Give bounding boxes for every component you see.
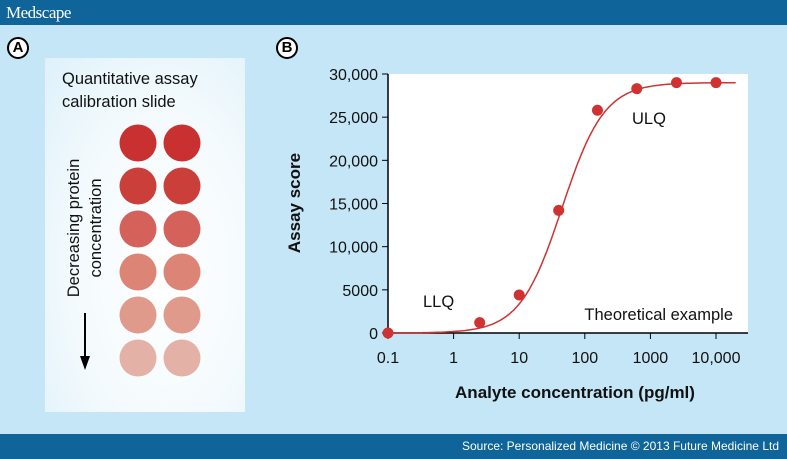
down-arrow-head <box>80 356 90 370</box>
data-point <box>710 77 722 89</box>
y-axis-title: Assay score <box>285 153 304 253</box>
footer-bar: Source: Personalized Medicine © 2013 Fut… <box>0 434 787 459</box>
axis-label-line1: Decreasing protein <box>65 158 83 298</box>
data-point <box>474 317 486 329</box>
y-tick-label: 5000 <box>342 283 378 300</box>
calibration-dot <box>119 253 157 291</box>
calibration-dot <box>119 124 157 162</box>
data-point <box>631 83 643 95</box>
calibration-dot <box>163 210 201 248</box>
data-point <box>591 104 603 116</box>
slide-title-line2: calibration slide <box>62 93 176 111</box>
source-credit: Source: Personalized Medicine © 2013 Fut… <box>461 439 779 453</box>
plot-area <box>388 74 748 333</box>
axis-label-line2: concentration <box>87 178 105 278</box>
y-tick-label: 30,000 <box>329 67 378 84</box>
calibration-dot <box>119 167 157 205</box>
panel-b-badge: B <box>276 37 298 59</box>
calibration-dot <box>163 124 201 162</box>
panel-a-badge: A <box>7 37 29 59</box>
data-point <box>382 327 394 339</box>
slide-title-line1: Quantitative assay <box>62 70 198 88</box>
concentration-axis-label: Decreasing protein concentration <box>63 148 107 308</box>
calibration-dot <box>163 296 201 334</box>
calibration-dot <box>163 339 201 377</box>
y-tick-label: 0 <box>369 326 378 343</box>
header-bar: Medscape <box>0 0 787 25</box>
calibration-dot <box>163 167 201 205</box>
calibration-dot <box>119 339 157 377</box>
x-tick-label: 10 <box>510 350 528 367</box>
data-point <box>513 289 525 301</box>
y-tick-label: 25,000 <box>329 110 378 127</box>
calibration-slide: Quantitative assay calibration slide Dec… <box>45 58 245 412</box>
y-tick-label: 20,000 <box>329 153 378 170</box>
x-tick-label: 10,000 <box>692 350 741 367</box>
slide-title: Quantitative assay calibration slide <box>62 68 198 114</box>
y-tick-label: 15,000 <box>329 197 378 214</box>
fitted-curve <box>388 81 736 334</box>
dot-grid <box>80 124 201 377</box>
data-point <box>553 204 565 216</box>
x-tick-label: 1000 <box>633 350 669 367</box>
x-tick-label: 0.1 <box>377 350 399 367</box>
annotation-llq: LLQ <box>423 293 454 311</box>
calibration-dot <box>119 210 157 248</box>
x-axis-title: Analyte concentration (pg/ml) <box>455 383 695 402</box>
x-tick-label: 1 <box>449 350 458 367</box>
annotation-theoretical-example: Theoretical example <box>584 306 733 324</box>
y-tick-label: 10,000 <box>329 240 378 257</box>
calibration-dot <box>119 296 157 334</box>
medscape-logo: Medscape <box>6 3 71 22</box>
annotation-ulq: ULQ <box>632 110 666 128</box>
x-tick-label: 100 <box>571 350 598 367</box>
calibration-dot <box>163 253 201 291</box>
data-point <box>671 77 683 89</box>
